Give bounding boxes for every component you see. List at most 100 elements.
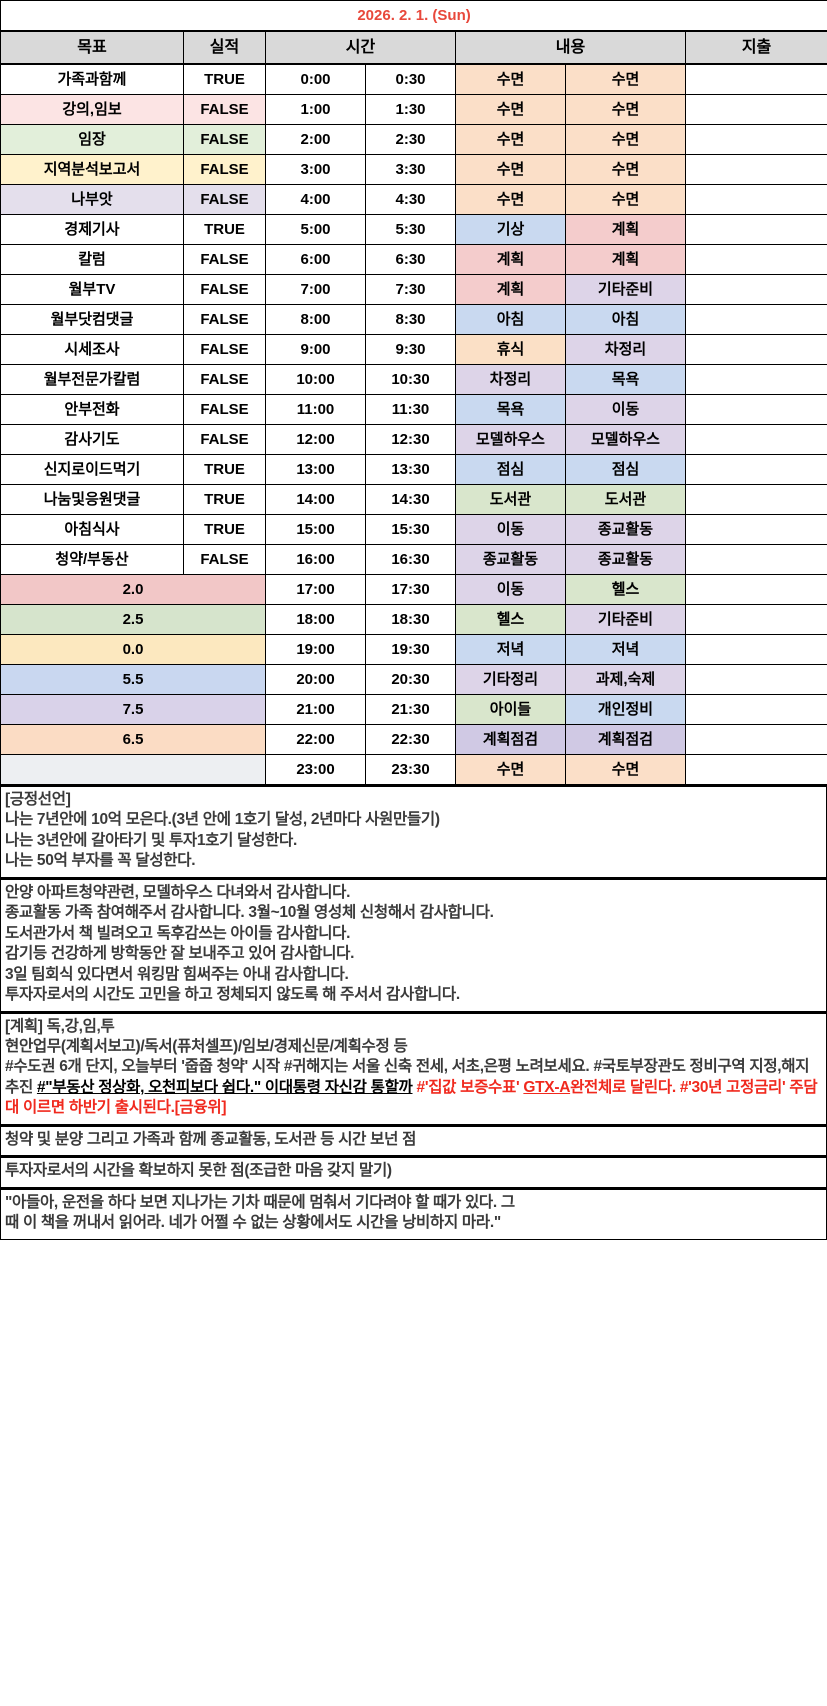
cell-expense[interactable] bbox=[684, 634, 827, 665]
cell-time-start[interactable]: 8:00 bbox=[265, 304, 366, 335]
cell-time-end[interactable]: 14:30 bbox=[365, 484, 456, 515]
cell-content-first[interactable]: 도서관 bbox=[455, 484, 566, 515]
cell-expense[interactable] bbox=[684, 484, 827, 515]
cell-expense[interactable] bbox=[684, 694, 827, 725]
cell-time-start[interactable]: 3:00 bbox=[265, 154, 366, 185]
cell-goal[interactable]: 나부앗 bbox=[0, 184, 184, 215]
cell-time-start[interactable]: 16:00 bbox=[265, 544, 366, 575]
cell-content-second[interactable]: 도서관 bbox=[565, 484, 686, 515]
cell-content-first[interactable]: 헬스 bbox=[455, 604, 566, 635]
cell-time-start[interactable]: 1:00 bbox=[265, 94, 366, 125]
cell-goal[interactable]: 시세조사 bbox=[0, 334, 184, 365]
cell-content-first[interactable]: 수면 bbox=[455, 184, 566, 215]
cell-expense[interactable] bbox=[684, 544, 827, 575]
cell-content-first[interactable]: 수면 bbox=[455, 124, 566, 155]
cell-time-end[interactable]: 23:30 bbox=[365, 754, 456, 785]
cell-expense[interactable] bbox=[684, 63, 827, 95]
cell-achieved[interactable]: FALSE bbox=[183, 424, 266, 455]
cell-content-first[interactable]: 휴식 bbox=[455, 334, 566, 365]
cell-time-start[interactable]: 0:00 bbox=[265, 63, 366, 95]
cell-expense[interactable] bbox=[684, 364, 827, 395]
cell-content-first[interactable]: 차정리 bbox=[455, 364, 566, 395]
cell-expense[interactable] bbox=[684, 424, 827, 455]
cell-time-start[interactable]: 22:00 bbox=[265, 724, 366, 755]
cell-expense[interactable] bbox=[684, 94, 827, 125]
cell-achieved[interactable]: FALSE bbox=[183, 544, 266, 575]
cell-score[interactable]: 5.5 bbox=[0, 664, 266, 695]
cell-time-start[interactable]: 20:00 bbox=[265, 664, 366, 695]
cell-time-end[interactable]: 21:30 bbox=[365, 694, 456, 725]
cell-content-first[interactable]: 모델하우스 bbox=[455, 424, 566, 455]
cell-content-first[interactable]: 기상 bbox=[455, 214, 566, 245]
cell-content-second[interactable]: 수면 bbox=[565, 754, 686, 785]
cell-content-second[interactable]: 차정리 bbox=[565, 334, 686, 365]
cell-time-start[interactable]: 23:00 bbox=[265, 754, 366, 785]
cell-achieved[interactable]: FALSE bbox=[183, 334, 266, 365]
cell-time-start[interactable]: 7:00 bbox=[265, 274, 366, 305]
cell-goal[interactable]: 나눔및응원댓글 bbox=[0, 484, 184, 515]
cell-achieved[interactable]: TRUE bbox=[183, 63, 266, 95]
cell-content-second[interactable]: 헬스 bbox=[565, 574, 686, 605]
cell-time-start[interactable]: 5:00 bbox=[265, 214, 366, 245]
cell-score[interactable]: 7.5 bbox=[0, 694, 266, 725]
cell-time-start[interactable]: 10:00 bbox=[265, 364, 366, 395]
cell-expense[interactable] bbox=[684, 574, 827, 605]
cell-expense[interactable] bbox=[684, 304, 827, 335]
cell-time-end[interactable]: 1:30 bbox=[365, 94, 456, 125]
cell-time-start[interactable]: 6:00 bbox=[265, 244, 366, 275]
cell-time-start[interactable]: 12:00 bbox=[265, 424, 366, 455]
cell-achieved[interactable]: FALSE bbox=[183, 124, 266, 155]
cell-time-start[interactable]: 19:00 bbox=[265, 634, 366, 665]
cell-time-end[interactable]: 16:30 bbox=[365, 544, 456, 575]
cell-content-second[interactable]: 수면 bbox=[565, 94, 686, 125]
cell-content-first[interactable]: 계획 bbox=[455, 274, 566, 305]
cell-content-second[interactable]: 수면 bbox=[565, 124, 686, 155]
cell-content-first[interactable]: 수면 bbox=[455, 63, 566, 95]
cell-goal[interactable]: 경제기사 bbox=[0, 214, 184, 245]
cell-goal[interactable]: 감사기도 bbox=[0, 424, 184, 455]
cell-score[interactable]: 6.5 bbox=[0, 724, 266, 755]
cell-time-end[interactable]: 17:30 bbox=[365, 574, 456, 605]
cell-content-first[interactable]: 계획 bbox=[455, 244, 566, 275]
cell-content-second[interactable]: 계획점검 bbox=[565, 724, 686, 755]
cell-content-first[interactable]: 아이들 bbox=[455, 694, 566, 725]
cell-expense[interactable] bbox=[684, 244, 827, 275]
cell-achieved[interactable]: FALSE bbox=[183, 154, 266, 185]
cell-content-second[interactable]: 모델하우스 bbox=[565, 424, 686, 455]
cell-expense[interactable] bbox=[684, 274, 827, 305]
cell-time-end[interactable]: 19:30 bbox=[365, 634, 456, 665]
cell-goal[interactable]: 임장 bbox=[0, 124, 184, 155]
cell-goal[interactable]: 월부전문가칼럼 bbox=[0, 364, 184, 395]
cell-expense[interactable] bbox=[684, 184, 827, 215]
cell-expense[interactable] bbox=[684, 334, 827, 365]
cell-score[interactable]: 2.0 bbox=[0, 574, 266, 605]
cell-goal[interactable]: 강의,임보 bbox=[0, 94, 184, 125]
cell-score[interactable]: 0.0 bbox=[0, 634, 266, 665]
cell-time-end[interactable]: 3:30 bbox=[365, 154, 456, 185]
cell-time-end[interactable]: 6:30 bbox=[365, 244, 456, 275]
cell-expense[interactable] bbox=[684, 514, 827, 545]
cell-content-first[interactable]: 아침 bbox=[455, 304, 566, 335]
cell-time-end[interactable]: 18:30 bbox=[365, 604, 456, 635]
cell-content-second[interactable]: 수면 bbox=[565, 154, 686, 185]
cell-content-second[interactable]: 계획 bbox=[565, 244, 686, 275]
cell-time-end[interactable]: 22:30 bbox=[365, 724, 456, 755]
cell-expense[interactable] bbox=[684, 154, 827, 185]
cell-achieved[interactable]: FALSE bbox=[183, 184, 266, 215]
cell-content-first[interactable]: 이동 bbox=[455, 514, 566, 545]
cell-achieved[interactable]: FALSE bbox=[183, 244, 266, 275]
cell-time-end[interactable]: 11:30 bbox=[365, 394, 456, 425]
cell-content-second[interactable]: 기타준비 bbox=[565, 274, 686, 305]
cell-content-second[interactable]: 아침 bbox=[565, 304, 686, 335]
cell-content-first[interactable]: 계획점검 bbox=[455, 724, 566, 755]
cell-content-first[interactable]: 수면 bbox=[455, 754, 566, 785]
cell-achieved[interactable]: FALSE bbox=[183, 274, 266, 305]
cell-goal[interactable]: 칼럼 bbox=[0, 244, 184, 275]
cell-goal[interactable]: 청약/부동산 bbox=[0, 544, 184, 575]
cell-content-second[interactable]: 기타준비 bbox=[565, 604, 686, 635]
cell-achieved[interactable]: FALSE bbox=[183, 304, 266, 335]
cell-time-end[interactable]: 15:30 bbox=[365, 514, 456, 545]
cell-time-end[interactable]: 13:30 bbox=[365, 454, 456, 485]
cell-goal[interactable]: 지역분석보고서 bbox=[0, 154, 184, 185]
cell-content-second[interactable]: 목욕 bbox=[565, 364, 686, 395]
